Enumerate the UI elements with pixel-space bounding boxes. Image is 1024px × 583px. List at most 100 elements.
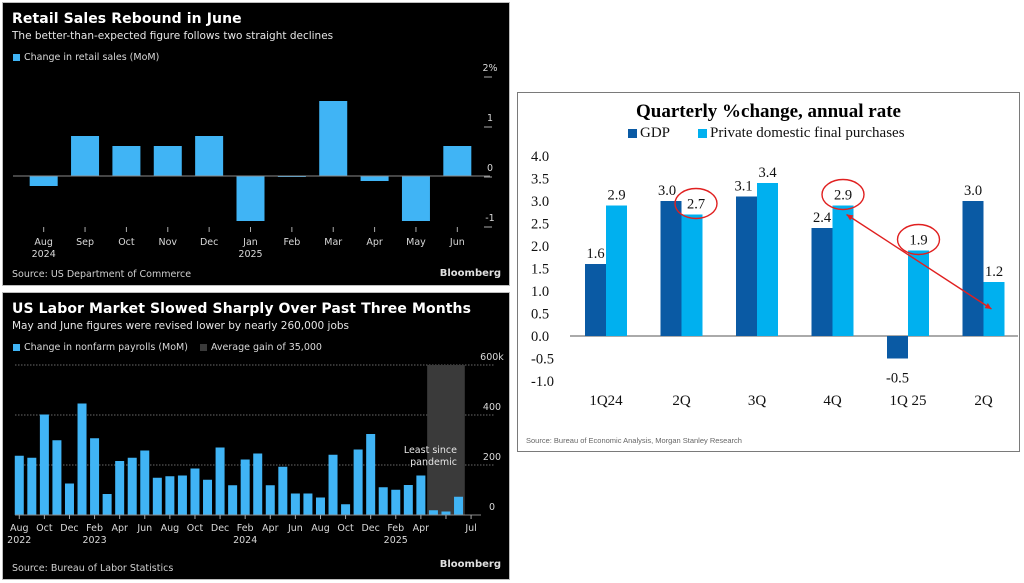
payrolls-chart-title: US Labor Market Slowed Sharply Over Past… <box>12 301 472 317</box>
x-tick-label: Apr <box>413 523 430 534</box>
trend-arrow-head-start <box>846 214 854 221</box>
legend-swatch-band <box>199 344 207 351</box>
x-tick-label: Dec <box>361 523 379 534</box>
payroll-bar-sep-2023 <box>177 475 187 515</box>
pdfp-bar-2q <box>983 282 1005 336</box>
x-tick-label-year: 2025 <box>384 535 408 546</box>
legend-item-pdfp: Private domestic final purchases <box>698 125 905 142</box>
x-tick-label: Jun <box>287 523 303 534</box>
annotation-least-since-pandemic-line2: pandemic <box>410 457 457 468</box>
y-tick-label: 3.0 <box>531 194 549 210</box>
x-tick-label: Jun <box>449 237 465 248</box>
payroll-bar-oct-2022 <box>39 414 49 515</box>
payroll-bar-jun-2024 <box>290 493 300 515</box>
y-tick-label: 2.0 <box>531 239 549 255</box>
gdp-bar-4q <box>811 228 833 336</box>
pdfp-bar-4q <box>832 205 854 336</box>
payroll-bar-aug-2024 <box>315 497 325 515</box>
gdp-bar-1q24 <box>585 264 606 336</box>
bar-aug-2024 <box>29 176 58 186</box>
y-tick-label: 3.5 <box>531 172 549 188</box>
data-label: 1.9 <box>909 233 927 249</box>
y-tick-label: 1.5 <box>531 262 549 278</box>
annotation-circle <box>674 187 718 220</box>
bloomberg-logo: Bloomberg <box>439 268 501 279</box>
payrolls-legend: Change in nonfarm payrolls (MoM) Average… <box>13 342 322 353</box>
y-tick-label: 0 <box>487 163 493 174</box>
payroll-bar-apr-2025 <box>416 475 426 515</box>
x-tick-label: Dec <box>200 237 218 248</box>
x-tick-label: Oct <box>36 523 53 534</box>
data-label: -0.5 <box>886 371 909 387</box>
retail-legend-label: Change in retail sales (MoM) <box>24 52 160 63</box>
payroll-bar-may-2024 <box>278 466 288 515</box>
x-tick-label: May <box>406 237 426 248</box>
payroll-bar-mar-2025 <box>403 485 413 515</box>
payroll-bar-aug-2023 <box>165 476 175 515</box>
x-tick-label: Apr <box>111 523 128 534</box>
x-tick-label: 4Q <box>823 393 842 409</box>
payroll-bar-jun-2025 <box>441 511 451 515</box>
y-tick-label: 0 <box>489 502 495 513</box>
bar-apr <box>360 176 389 181</box>
gdp-bar-3q <box>736 196 757 336</box>
x-tick-label: Dec <box>211 523 229 534</box>
payroll-bar-may-2025 <box>428 510 438 515</box>
x-tick-label: Jul <box>464 523 476 534</box>
y-tick-label: 0.5 <box>531 307 549 323</box>
bar-may <box>401 176 430 221</box>
y-tick-label: -1 <box>485 213 494 224</box>
payroll-bar-feb-2023 <box>90 438 100 515</box>
x-tick-label: Aug <box>10 523 29 534</box>
trend-arrow-head-end <box>984 303 992 309</box>
payroll-bar-nov-2024 <box>353 449 363 515</box>
y-tick-label: -1.0 <box>531 374 554 390</box>
x-tick-label: Oct <box>337 523 354 534</box>
retail-legend: Change in retail sales (MoM) <box>13 52 159 63</box>
x-tick-label: Mar <box>324 237 342 248</box>
trend-arrow-line <box>846 213 992 310</box>
data-label: 2.7 <box>687 197 705 213</box>
x-tick-label: Feb <box>387 523 404 534</box>
y-tick-label: 4.0 <box>531 149 549 165</box>
payrolls-chart-panel: US Labor Market Slowed Sharply Over Past… <box>2 292 510 580</box>
data-label: 2.4 <box>813 210 832 226</box>
average-gain-band <box>427 365 465 515</box>
annotation-circle <box>821 178 865 211</box>
x-tick-label-year: 2023 <box>82 535 106 546</box>
data-label: 2.9 <box>607 188 625 204</box>
retail-source: Source: US Department of Commerce <box>12 269 192 280</box>
gdp-chart-title: Quarterly %change, annual rate <box>636 101 901 122</box>
payroll-bar-oct-2023 <box>190 468 200 515</box>
x-tick-label: Oct <box>187 523 204 534</box>
x-tick-label: Feb <box>86 523 103 534</box>
x-tick-label: 2Q <box>974 393 993 409</box>
legend-label-gdp: GDP <box>640 125 671 141</box>
gdp-source: Source: Bureau of Economic Analysis, Mor… <box>526 436 742 445</box>
bar-oct <box>112 146 141 176</box>
x-tick-label: Apr <box>366 237 383 248</box>
payrolls-legend-series-label: Change in nonfarm payrolls (MoM) <box>24 342 188 353</box>
legend-swatch-pdfp <box>698 129 708 138</box>
x-tick-label: 2Q <box>672 393 691 409</box>
payroll-bar-dec-2024 <box>366 434 376 515</box>
payroll-bar-nov-2022 <box>52 440 62 515</box>
data-label: 1.6 <box>586 246 604 262</box>
x-tick-label: Aug <box>34 237 53 248</box>
payroll-bar-oct-2024 <box>341 504 351 515</box>
annotation-least-since-pandemic-line1: Least since <box>404 445 457 456</box>
payroll-bar-jun-2023 <box>140 450 150 515</box>
payroll-bar-dec-2023 <box>215 447 225 515</box>
x-tick-label: Feb <box>283 237 300 248</box>
payroll-bar-nov-2023 <box>203 479 213 515</box>
x-tick-label: Nov <box>158 237 177 248</box>
payroll-bar-mar-2024 <box>253 453 263 515</box>
legend-swatch-gdp <box>628 129 637 138</box>
bar-mar <box>319 101 348 176</box>
data-label: 1.2 <box>985 264 1003 280</box>
x-tick-label: Oct <box>118 237 135 248</box>
payroll-bar-jul-2023 <box>152 477 162 515</box>
y-tick-label: 1 <box>487 113 493 124</box>
x-tick-label: Aug <box>311 523 330 534</box>
